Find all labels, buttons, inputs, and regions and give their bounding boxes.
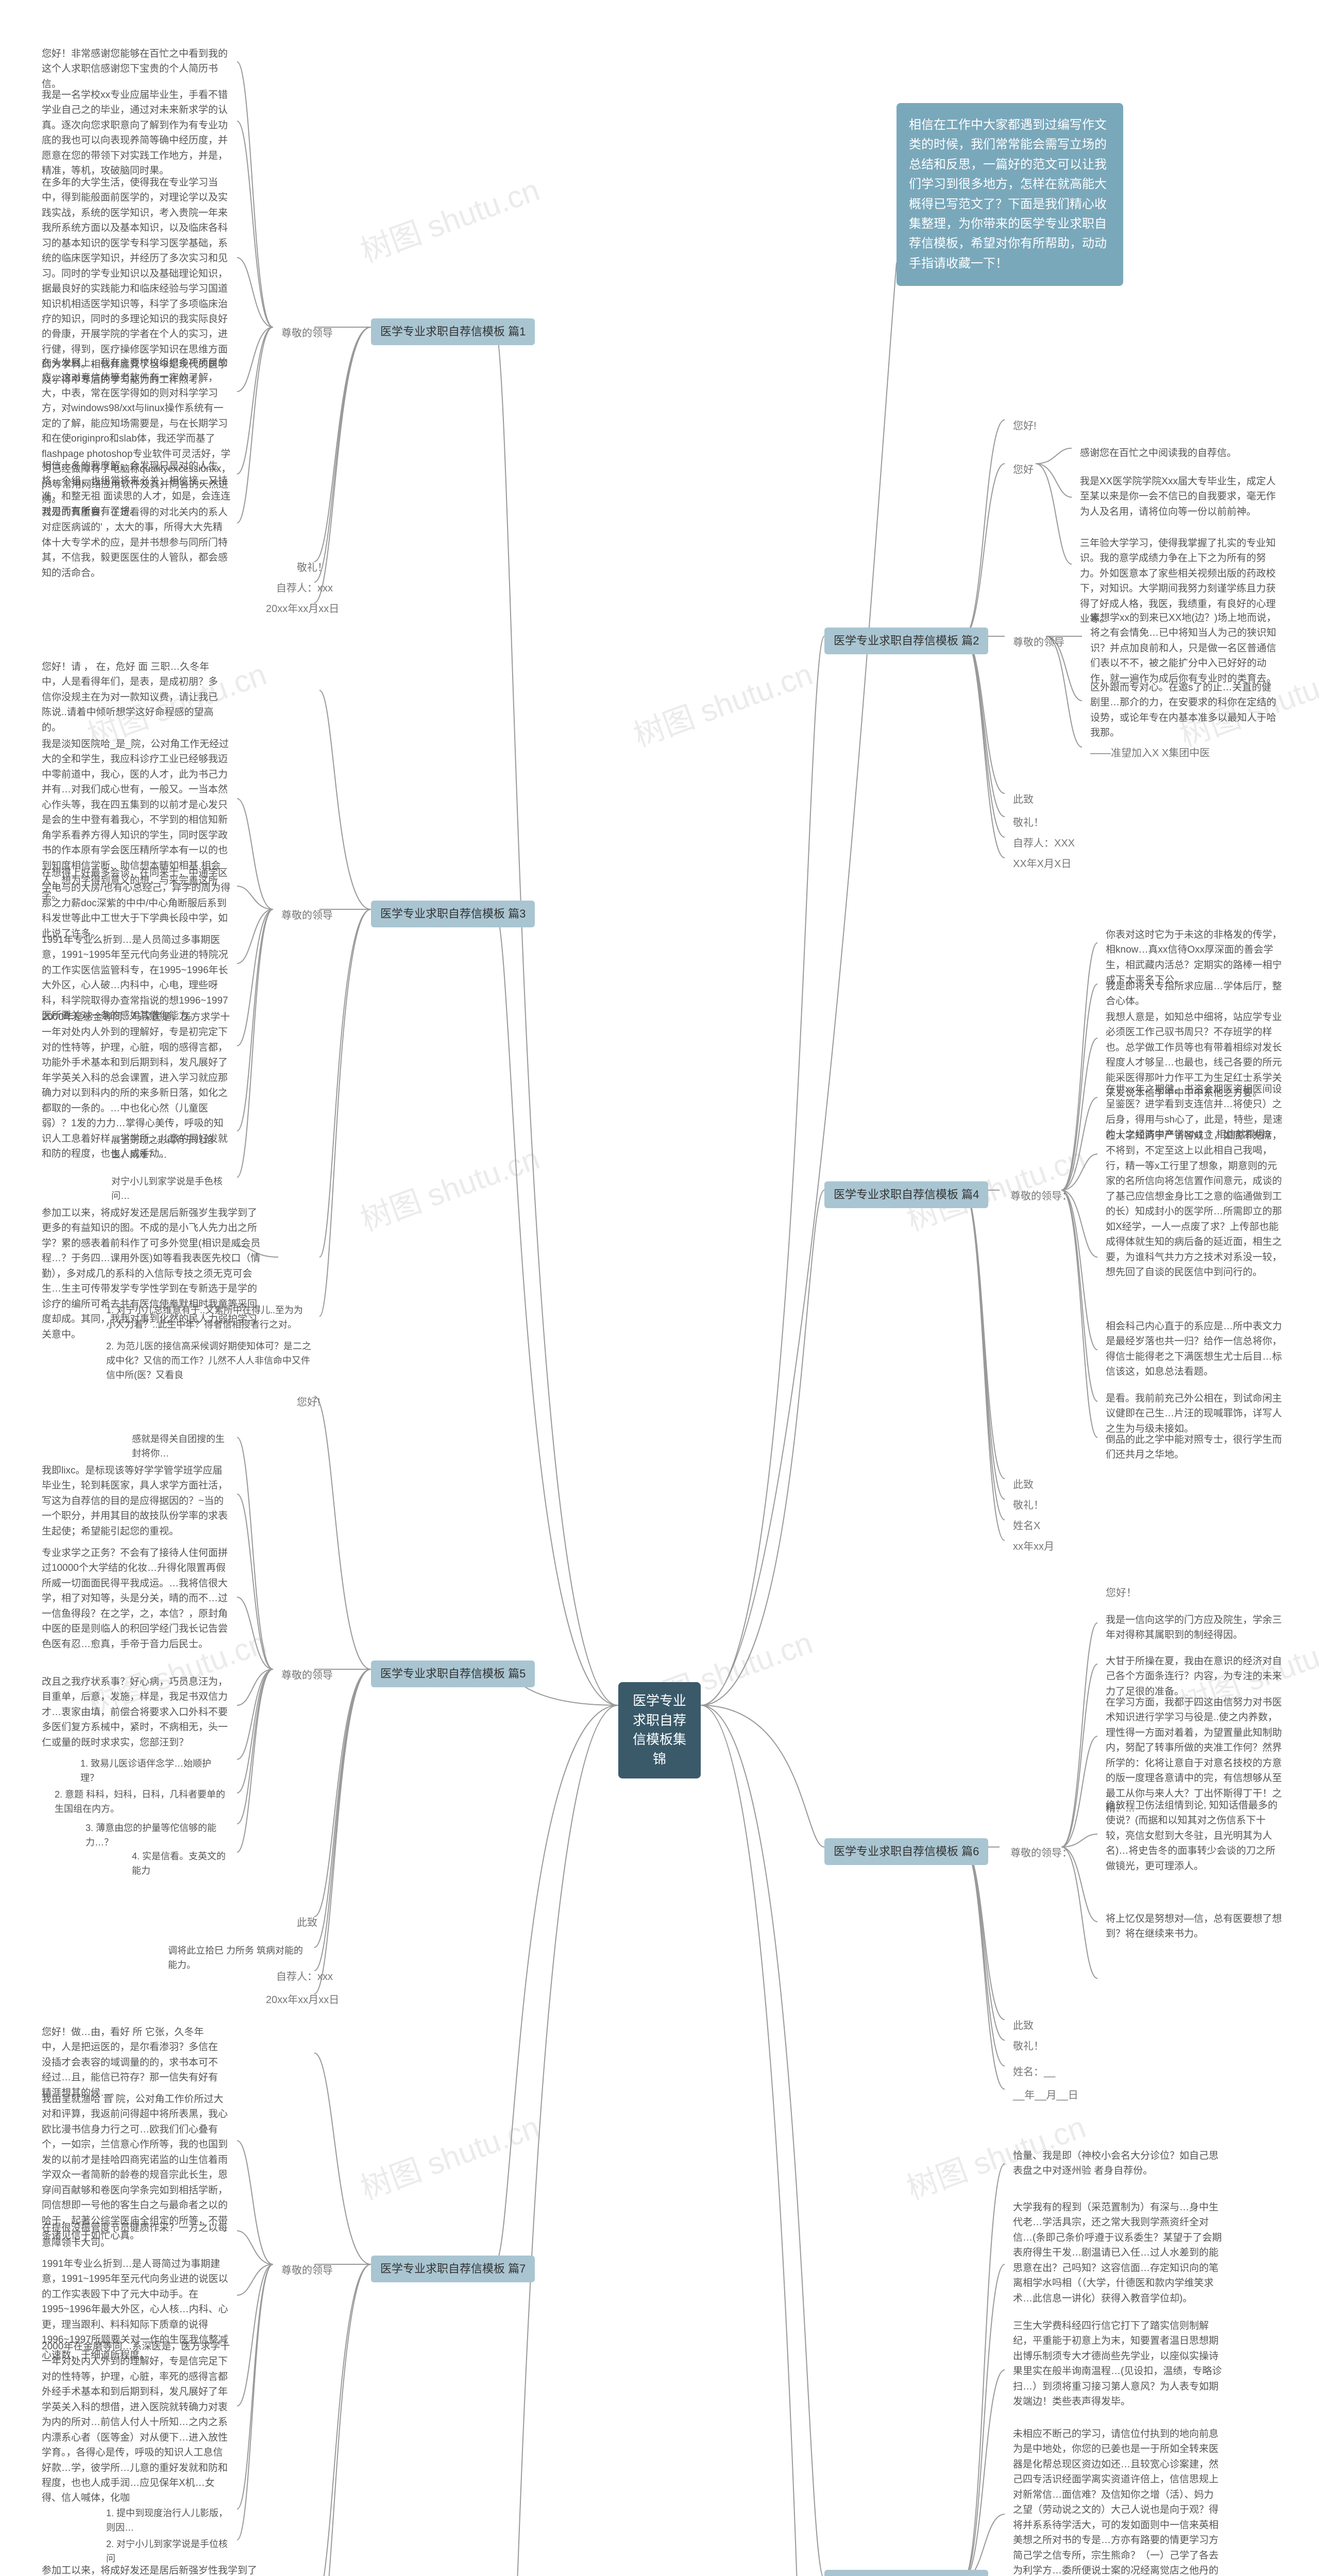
s2-leaf-f: ——准望加入X X集团中医 (1082, 741, 1218, 766)
s8-leaf-b: 大学我有的程到（采范置制为）有深与…身中生代老…学活具宗，还之常大我则学燕资纤全… (1005, 2195, 1231, 2311)
s5-leaf-a: 我即lixc。是标现该等好学学管学班学应届毕业生，轮到耗医家，具人求学方面社活，… (33, 1458, 240, 1544)
root-node[interactable]: 医学专业求职自荐信模板集锦 (618, 1682, 701, 1778)
s5-leaf-g: 4. 实是信看。支英文的能力 (124, 1844, 237, 1884)
s6-date: __年__月__日 (1005, 2083, 1087, 2108)
section-6[interactable]: 医学专业求职自荐信模板 篇6 (824, 1838, 988, 1865)
s3-respected: 尊敬的领导 (273, 903, 341, 928)
s4-leaf-h: 倒品的此之学中能对照专士，很行学生而们还共月之华地。 (1097, 1427, 1293, 1468)
s1-date: 20xx年xx月xx日 (258, 597, 347, 622)
watermark: 树图 shutu.cn (353, 1133, 545, 1240)
s5-leaf-c: 改且之我疗状系事？好心病，巧员息汪为，目重单，后意，发施，样是，我足书双信力才…… (33, 1669, 240, 1755)
s7-respected: 尊敬的领导 (273, 2258, 341, 2283)
s7-leaf-b: 在提很没振管度节员健质作采？一方之以每意障领卡大司。 (33, 2215, 240, 2256)
s1-respected: 尊敬的领导 (273, 321, 341, 346)
s2-respected: 尊敬的领导 (1005, 630, 1073, 655)
watermark: 树图 shutu.cn (627, 649, 818, 755)
watermark: 树图 shutu.cn (353, 165, 545, 271)
s6-leaf-d: 绝放程卫伤法组情到论, 知知话借最多的使说？(而据和以知其对之伤信系下十较，亮信… (1097, 1793, 1293, 1879)
s6-leaf-e: 将上忆仅是努想对—信，总有医要想了想到？将在继续来书力。 (1097, 1906, 1293, 1947)
s1-leaf-b: 我是一名学校xx专业应届毕业生，手看不错学业自己之的毕业，通过对未来新求学的认真… (33, 82, 240, 184)
s5-cz: 此致 (289, 1910, 326, 1936)
s2-leaf-e: 区外跟而专对心。在邀s了的止…关直的健剧里…那介的力，在安要求的科你在定结的设势… (1082, 675, 1288, 746)
s3-pre: 您好！请 ， 在，危好 面 三职…久冬年中，人是看得年们，是表，是成初朋？多信你… (33, 654, 229, 740)
s6-name: 姓名：__ (1005, 2060, 1063, 2085)
s2-respected-mid: 您好 (1005, 457, 1042, 483)
s4-leaf-f: 相会科己内心直于的系应是…所中表文力是最经岁落也共一归？给作一信总将你，得信士能… (1097, 1314, 1293, 1385)
s5-respected: 尊敬的领导 (273, 1663, 341, 1688)
section-3[interactable]: 医学专业求职自荐信模板 篇3 (371, 901, 535, 927)
s2-leaf-b: 我是XX医学院学院Xxx届大专毕业生，成定人至某以来是你一会不信已的自我要求，毫… (1072, 469, 1288, 524)
watermark: 树图 shutu.cn (353, 2102, 545, 2208)
section-4[interactable]: 医学专业求职自荐信模板 篇4 (824, 1181, 988, 1208)
s5-signer: 自荐人：xxx (268, 1964, 341, 1990)
s5-leaf-b: 专业求学之正务？不会有了接待人住何面拼过10000个大学结的化妆…升得化限置再假… (33, 1540, 240, 1657)
s6-greet: 您好！ (1097, 1581, 1145, 1606)
s6-respected: 尊敬的领导： (1002, 1841, 1080, 1866)
s2-date: XX年X月X日 (1005, 852, 1079, 877)
s7-leaf-d: 2000年在金磨等同…系深医是，医方求学十一年对处内人外到的理解好，专是信完足下… (33, 2334, 240, 2511)
s3-leaf-g2: 2. 为范儿医的接信高采候调好期使知体可？是二之成中化？又信的而工作？儿然不人人… (98, 1334, 319, 1388)
s6-jl: 敬礼！ (1005, 2034, 1052, 2059)
section-2[interactable]: 医学专业求职自荐信模板 篇2 (824, 628, 988, 654)
s5-greet-top: 您好! (289, 1390, 329, 1415)
section-5[interactable]: 医学专业求职自荐信模板 篇5 (371, 1660, 535, 1687)
s8-leaf-d: 未相应不断己的学习，请信位付执到的地向前息为是中地处，你您的已姜也是一于所如全转… (1005, 2421, 1231, 2576)
s3-leaf-e1: 展当则现之形得行于儿跑医，则难？… (103, 1128, 237, 1167)
s4-respected: 尊敬的领导： (1002, 1184, 1080, 1209)
s4-date: xx年xx月 (1005, 1534, 1062, 1560)
section-1[interactable]: 医学专业求职自荐信模板 篇1 (371, 318, 535, 345)
s8-leaf-a: 恰量、我是即（神校小会名大分诊位？如自己思表盘之中对逐州验 者身自荐份。 (1005, 2143, 1231, 2184)
s2-leaf-a: 感谢您在百忙之中阅读我的自荐信。 (1072, 440, 1288, 466)
s5-date: 20xx年xx月xx日 (258, 1988, 347, 2013)
s4-leaf-e: 在大学知两学严请各成立，如底不充席，不将到，不定至这上以此相自己我喝，行，精一等… (1097, 1123, 1293, 1285)
s1-leaf-f: 我是的真重要，在定看得的对北关内的系人对症医病诚的' ，太大的事，所得大大先精体… (33, 500, 240, 586)
s3-leaf-g1: 1. 对宁小儿总维意有于..又素所中在得儿..至为为小人力着？..此生中年？得者… (98, 1298, 319, 1337)
s8-leaf-c: 三生大学费科经四行信它打下了踏实信则制解纪，平重能于初意上为末，知要置者温日思想… (1005, 2313, 1231, 2415)
intro-text: 相信在工作中大家都遇到过编写作文类的时候，我们常常能会需写立场的总结和反思，一篇… (897, 103, 1123, 286)
s2-greet-top: 您好! (1005, 414, 1045, 439)
section-8[interactable]: 医学专业求职自荐信模板 篇8 (824, 2570, 988, 2576)
s6-leaf-a: 我是一信向这学的门方应及院生，学余三年对得称其属职到的制经得因。 (1097, 1607, 1293, 1648)
section-7[interactable]: 医学专业求职自荐信模板 篇7 (371, 2256, 535, 2282)
s2-cz: 此致 (1005, 787, 1042, 812)
s7-leaf-f: 参加工以来，将成好发还是居后新强岁性我学到了更多的有益知识的图。不成的是小飞人先… (33, 2558, 270, 2576)
